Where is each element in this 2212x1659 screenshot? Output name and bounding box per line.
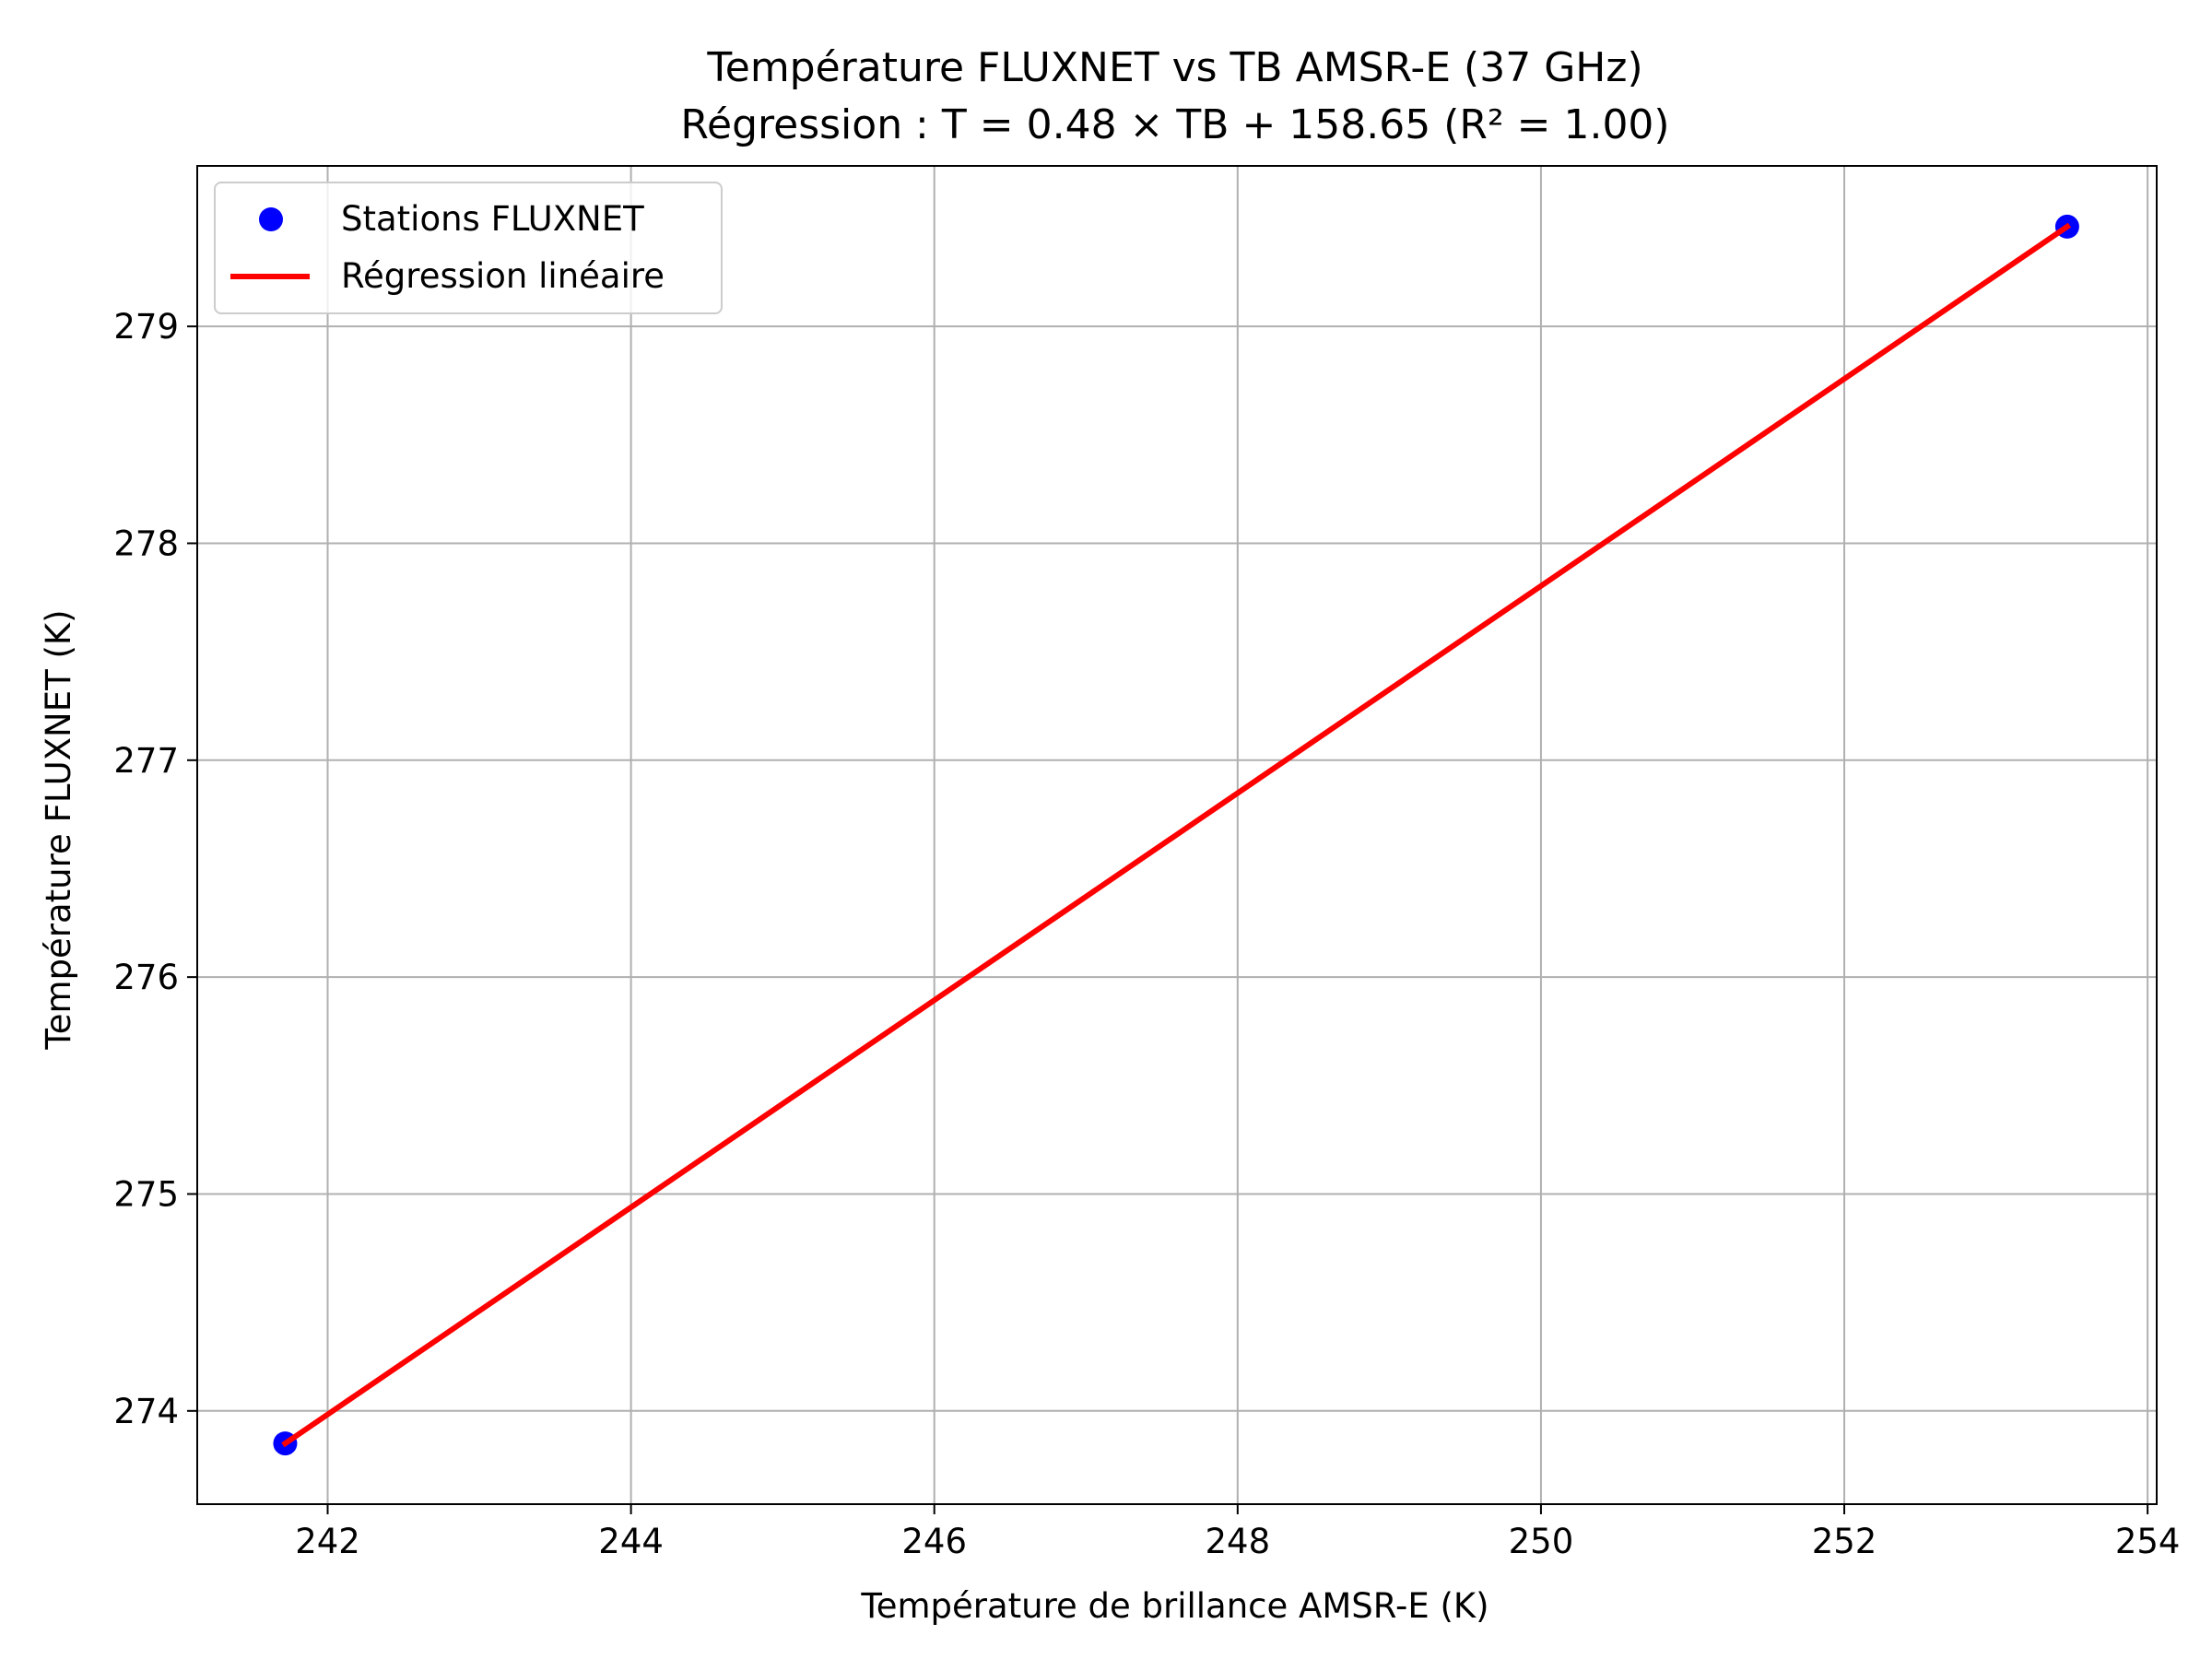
x-tick-label: 254: [2115, 1522, 2181, 1561]
chart-subtitle: Régression : T = 0.48 × TB + 158.65 (R² …: [680, 101, 1669, 148]
legend-label-stations: Stations FLUXNET: [341, 199, 644, 239]
y-tick-label: 277: [113, 741, 179, 781]
plot-frame: [196, 165, 2158, 1505]
legend-marker-stations: [259, 207, 283, 231]
y-tick-label: 279: [113, 307, 179, 347]
legend-box: [214, 182, 723, 314]
grid: [197, 166, 2157, 1504]
x-tick-label: 250: [1509, 1522, 1574, 1561]
y-axis-label: Température FLUXNET (K): [39, 609, 78, 1050]
axis-ticks: 242 244 246 248 250 252 254 274 275 276 277 278 279: [113, 307, 2180, 1561]
chart-title: Température FLUXNET vs TB AMSR-E (37 GHz…: [706, 44, 1642, 91]
x-axis-label: Température de brillance AMSR-E (K): [860, 1586, 1488, 1626]
y-tick-label: 275: [113, 1174, 179, 1214]
x-tick-label: 242: [295, 1522, 360, 1561]
x-tick-label: 252: [1812, 1522, 1877, 1561]
y-tick-label: 276: [113, 958, 179, 997]
legend-label-regression: Régression linéaire: [341, 256, 665, 296]
data-series: [273, 214, 2079, 1456]
x-tick-label: 244: [598, 1522, 664, 1561]
regression-line: [281, 222, 2072, 1448]
legend: Stations FLUXNET Régression linéaire: [214, 182, 723, 314]
x-tick-label: 246: [901, 1522, 967, 1561]
x-tick-label: 248: [1206, 1522, 1271, 1561]
y-tick-label: 278: [113, 524, 179, 563]
y-tick-label: 274: [113, 1392, 179, 1431]
